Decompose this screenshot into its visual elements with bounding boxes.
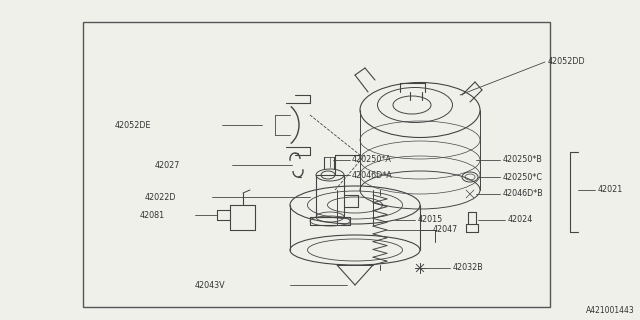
Text: 420250*C: 420250*C	[503, 172, 543, 181]
Text: 42047: 42047	[433, 226, 458, 235]
Text: 42027: 42027	[155, 161, 180, 170]
Text: 42032B: 42032B	[453, 263, 484, 273]
Text: 42046D*A: 42046D*A	[352, 171, 393, 180]
Text: A421001443: A421001443	[586, 306, 635, 315]
Text: 42015: 42015	[418, 215, 444, 225]
Text: 42046D*B: 42046D*B	[503, 189, 544, 198]
Text: 42052DD: 42052DD	[548, 58, 586, 67]
Bar	[83, 22, 550, 307]
Text: 420250*A: 420250*A	[352, 156, 392, 164]
Text: 42022D: 42022D	[145, 193, 177, 202]
Text: 420250*B: 420250*B	[503, 156, 543, 164]
Text: 42081: 42081	[140, 211, 165, 220]
Text: 42043V: 42043V	[195, 281, 226, 290]
Text: 42021: 42021	[598, 186, 623, 195]
Text: 42052DE: 42052DE	[115, 121, 152, 130]
Text: 42024: 42024	[508, 215, 533, 225]
